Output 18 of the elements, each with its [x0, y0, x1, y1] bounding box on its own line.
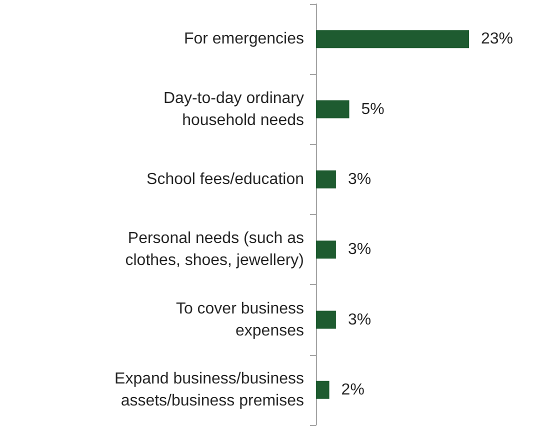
- y-tick-label: Personal needs (such as clothes, shoes, jewellery): [125, 230, 304, 270]
- data-label: 23%: [481, 30, 514, 48]
- bar: [316, 380, 330, 399]
- bar: [316, 100, 350, 118]
- data-label: 3%: [348, 170, 372, 188]
- data-label: 3%: [348, 241, 372, 258]
- y-tick-label: Day-to-day ordinary household needs: [164, 90, 304, 129]
- bar: [316, 170, 336, 188]
- y-tick-label: Expand business/business assets/business premises: [114, 370, 304, 410]
- y-tick-label: For emergencies: [184, 30, 304, 48]
- y-tick-label: School fees/education: [146, 170, 304, 188]
- y-tick-label: To cover business expenses: [176, 300, 304, 340]
- bar: [316, 240, 336, 259]
- data-label: 3%: [348, 311, 372, 328]
- data-label: 5%: [361, 100, 384, 118]
- bar: [316, 310, 336, 329]
- bar: [316, 30, 469, 48]
- data-label: 2%: [341, 381, 364, 398]
